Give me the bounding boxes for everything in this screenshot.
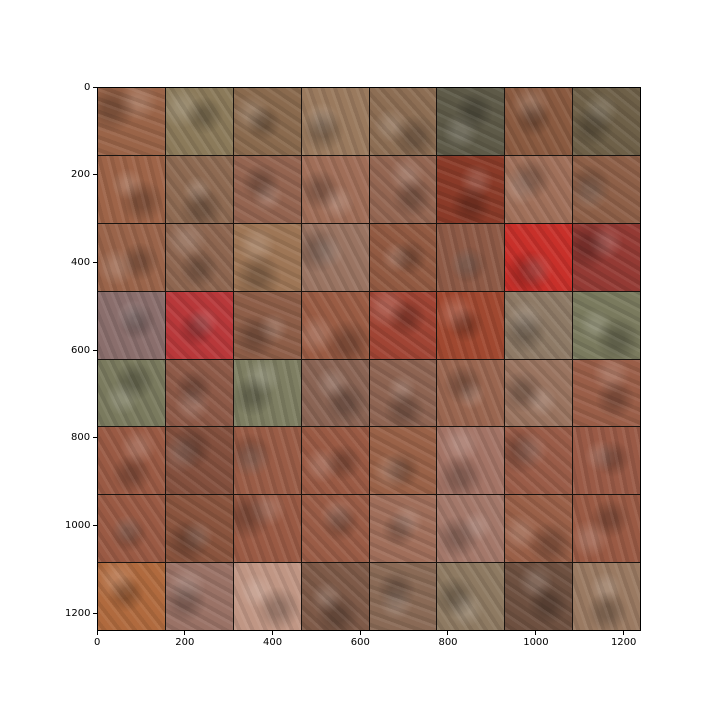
satellite-tile bbox=[233, 427, 301, 495]
y-tick-label: 200 bbox=[71, 169, 91, 181]
x-tick bbox=[535, 631, 537, 635]
satellite-tile bbox=[369, 88, 437, 155]
y-tick-label: 800 bbox=[71, 432, 91, 444]
satellite-tile bbox=[301, 427, 369, 495]
y-tick bbox=[93, 612, 97, 614]
satellite-tile bbox=[98, 223, 165, 291]
satellite-tile bbox=[98, 563, 165, 630]
satellite-tile bbox=[505, 223, 573, 291]
satellite-tile bbox=[437, 495, 505, 563]
satellite-tile bbox=[98, 359, 165, 427]
x-tick-label: 0 bbox=[94, 637, 101, 648]
y-tick bbox=[93, 86, 97, 88]
satellite-tile bbox=[505, 359, 573, 427]
satellite-tile bbox=[301, 359, 369, 427]
satellite-tile bbox=[301, 563, 369, 630]
satellite-tile bbox=[437, 223, 505, 291]
satellite-tile bbox=[573, 563, 640, 630]
satellite-tile bbox=[301, 223, 369, 291]
satellite-tile bbox=[437, 359, 505, 427]
x-tick-label: 800 bbox=[438, 637, 458, 648]
y-tick-label: 1000 bbox=[65, 520, 91, 532]
satellite-tile bbox=[301, 155, 369, 223]
y-tick bbox=[93, 525, 97, 527]
x-tick bbox=[622, 631, 624, 635]
satellite-tile bbox=[165, 495, 233, 563]
satellite-tile bbox=[573, 427, 640, 495]
satellite-tile bbox=[233, 88, 301, 155]
satellite-tile bbox=[573, 359, 640, 427]
satellite-tile bbox=[573, 223, 640, 291]
image-plot-area bbox=[97, 87, 641, 631]
satellite-tile bbox=[165, 88, 233, 155]
satellite-tile bbox=[505, 427, 573, 495]
satellite-tile bbox=[437, 155, 505, 223]
satellite-tile bbox=[437, 88, 505, 155]
satellite-tile bbox=[233, 495, 301, 563]
satellite-tile bbox=[301, 495, 369, 563]
satellite-tile bbox=[233, 291, 301, 359]
satellite-tile bbox=[98, 155, 165, 223]
y-tick-label: 600 bbox=[71, 344, 91, 356]
satellite-tile bbox=[437, 291, 505, 359]
y-tick-label: 400 bbox=[71, 256, 91, 268]
satellite-tile bbox=[165, 291, 233, 359]
x-tick-label: 200 bbox=[175, 637, 195, 648]
satellite-tile bbox=[369, 495, 437, 563]
satellite-tile bbox=[233, 223, 301, 291]
satellite-tile bbox=[233, 155, 301, 223]
satellite-tile bbox=[98, 427, 165, 495]
satellite-tile bbox=[369, 291, 437, 359]
y-tick bbox=[93, 174, 97, 176]
satellite-tile bbox=[233, 563, 301, 630]
satellite-tile bbox=[505, 563, 573, 630]
y-tick bbox=[93, 437, 97, 439]
satellite-tile bbox=[369, 563, 437, 630]
satellite-tile bbox=[301, 291, 369, 359]
satellite-tile bbox=[573, 495, 640, 563]
x-tick bbox=[359, 631, 361, 635]
satellite-tile bbox=[98, 88, 165, 155]
satellite-tile bbox=[505, 155, 573, 223]
satellite-tile bbox=[437, 427, 505, 495]
x-tick bbox=[184, 631, 186, 635]
y-tick bbox=[93, 349, 97, 351]
satellite-tile bbox=[369, 155, 437, 223]
y-tick bbox=[93, 261, 97, 263]
satellite-tile bbox=[369, 359, 437, 427]
satellite-tile bbox=[233, 359, 301, 427]
satellite-tile bbox=[165, 427, 233, 495]
satellite-tile bbox=[165, 563, 233, 630]
satellite-tile bbox=[369, 223, 437, 291]
satellite-tile bbox=[98, 291, 165, 359]
satellite-tile bbox=[301, 88, 369, 155]
x-tick bbox=[96, 631, 98, 635]
satellite-tile bbox=[165, 155, 233, 223]
satellite-tile bbox=[573, 88, 640, 155]
satellite-tile bbox=[573, 155, 640, 223]
x-tick bbox=[271, 631, 273, 635]
satellite-tile bbox=[505, 291, 573, 359]
satellite-tile bbox=[573, 291, 640, 359]
y-tick-label: 0 bbox=[84, 81, 91, 93]
satellite-tile bbox=[165, 223, 233, 291]
satellite-tile bbox=[165, 359, 233, 427]
x-tick-label: 1000 bbox=[523, 637, 549, 648]
x-tick-label: 600 bbox=[350, 637, 370, 648]
x-tick bbox=[447, 631, 449, 635]
x-tick-label: 1200 bbox=[610, 637, 637, 648]
satellite-tile bbox=[437, 563, 505, 630]
satellite-tile bbox=[369, 427, 437, 495]
x-tick-label: 400 bbox=[262, 637, 283, 648]
satellite-tile bbox=[505, 495, 573, 563]
satellite-tile bbox=[98, 495, 165, 563]
y-tick-label: 1200 bbox=[65, 607, 91, 619]
satellite-tile-grid bbox=[98, 88, 640, 630]
satellite-tile bbox=[505, 88, 573, 155]
